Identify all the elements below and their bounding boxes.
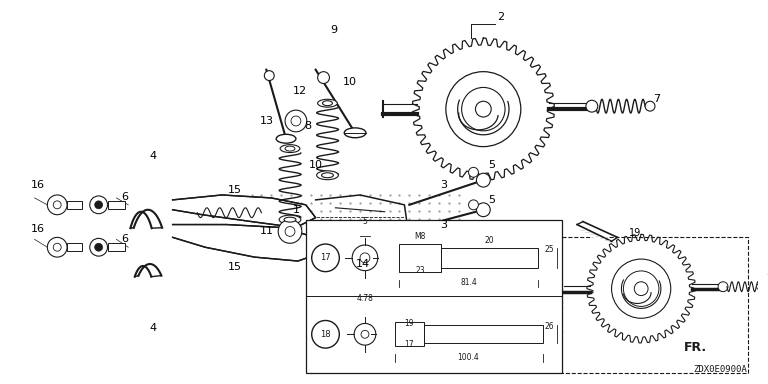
Text: 14: 14 [356,259,370,269]
Bar [424,325,542,343]
Circle shape [312,321,339,348]
Ellipse shape [276,134,296,143]
Text: 5: 5 [488,161,495,170]
Circle shape [48,237,67,257]
Bar [67,201,82,209]
Text: 9: 9 [329,25,337,35]
Text: 4: 4 [149,151,157,161]
Circle shape [624,271,659,306]
Bar [67,243,82,251]
Circle shape [53,243,61,251]
Text: 10: 10 [343,76,357,86]
Ellipse shape [322,173,333,178]
Text: 25: 25 [545,245,554,255]
Circle shape [476,173,490,187]
Text: 26: 26 [545,322,554,331]
Text: 11: 11 [260,227,274,237]
Circle shape [718,282,728,291]
Ellipse shape [280,145,300,152]
Circle shape [318,72,329,83]
Circle shape [285,227,295,237]
Polygon shape [173,225,318,261]
Text: 19: 19 [629,228,641,238]
Circle shape [353,245,378,271]
Ellipse shape [316,171,339,180]
Circle shape [361,330,369,338]
Ellipse shape [284,217,296,222]
Circle shape [360,253,370,263]
Circle shape [94,201,103,209]
Text: 8: 8 [304,121,311,131]
Text: 6: 6 [121,192,127,202]
Circle shape [645,101,655,111]
Text: 4: 4 [149,323,157,333]
Text: 100.4: 100.4 [458,353,479,362]
Text: 15: 15 [228,262,242,272]
Text: 18: 18 [320,330,331,339]
Text: 7: 7 [766,274,768,284]
Circle shape [48,195,67,215]
Bar [108,201,125,209]
Circle shape [53,201,61,209]
Text: 4.78: 4.78 [356,294,373,303]
Circle shape [475,101,492,117]
Bar [306,220,562,372]
Bar [399,244,441,271]
Text: 3: 3 [440,180,448,190]
Text: 13: 13 [260,116,274,126]
Text: 1: 1 [293,205,300,215]
Circle shape [468,167,478,177]
Bar [108,243,125,251]
Circle shape [285,110,306,132]
Text: 16: 16 [31,225,45,235]
Circle shape [634,282,648,296]
Circle shape [312,244,339,271]
Bar [395,323,424,346]
Text: 5: 5 [362,217,367,226]
Text: 3: 3 [440,220,448,230]
Circle shape [586,100,598,112]
Bar [562,237,748,372]
Text: 17: 17 [320,253,331,262]
Circle shape [94,243,103,251]
Circle shape [291,116,301,126]
Ellipse shape [344,128,366,138]
Text: 2: 2 [498,12,505,22]
Text: ZDX0E0900A: ZDX0E0900A [694,365,747,374]
Text: FR.: FR. [684,341,707,354]
Circle shape [468,200,478,210]
Circle shape [756,284,763,290]
Text: 20: 20 [485,236,494,245]
Polygon shape [173,195,316,227]
Text: 10: 10 [309,161,323,170]
Circle shape [90,196,108,214]
Circle shape [462,88,505,131]
Circle shape [264,71,274,81]
Ellipse shape [279,215,301,224]
FancyArrowPatch shape [581,225,608,242]
Circle shape [354,323,376,345]
Text: 15: 15 [228,185,242,195]
Circle shape [90,238,108,256]
Text: 81.4: 81.4 [460,278,477,288]
Circle shape [278,220,302,243]
Text: 19: 19 [405,319,414,328]
Ellipse shape [285,146,295,151]
Circle shape [476,203,490,217]
Ellipse shape [323,101,333,106]
Text: 7: 7 [654,94,660,104]
Text: M8: M8 [415,232,426,241]
Text: 12: 12 [293,86,307,96]
Text: 17: 17 [405,340,414,349]
Bar [441,248,538,268]
Text: 5: 5 [488,195,495,205]
Ellipse shape [318,99,337,107]
Text: 23: 23 [415,266,425,275]
Text: 16: 16 [31,180,45,190]
Text: 6: 6 [121,234,127,244]
